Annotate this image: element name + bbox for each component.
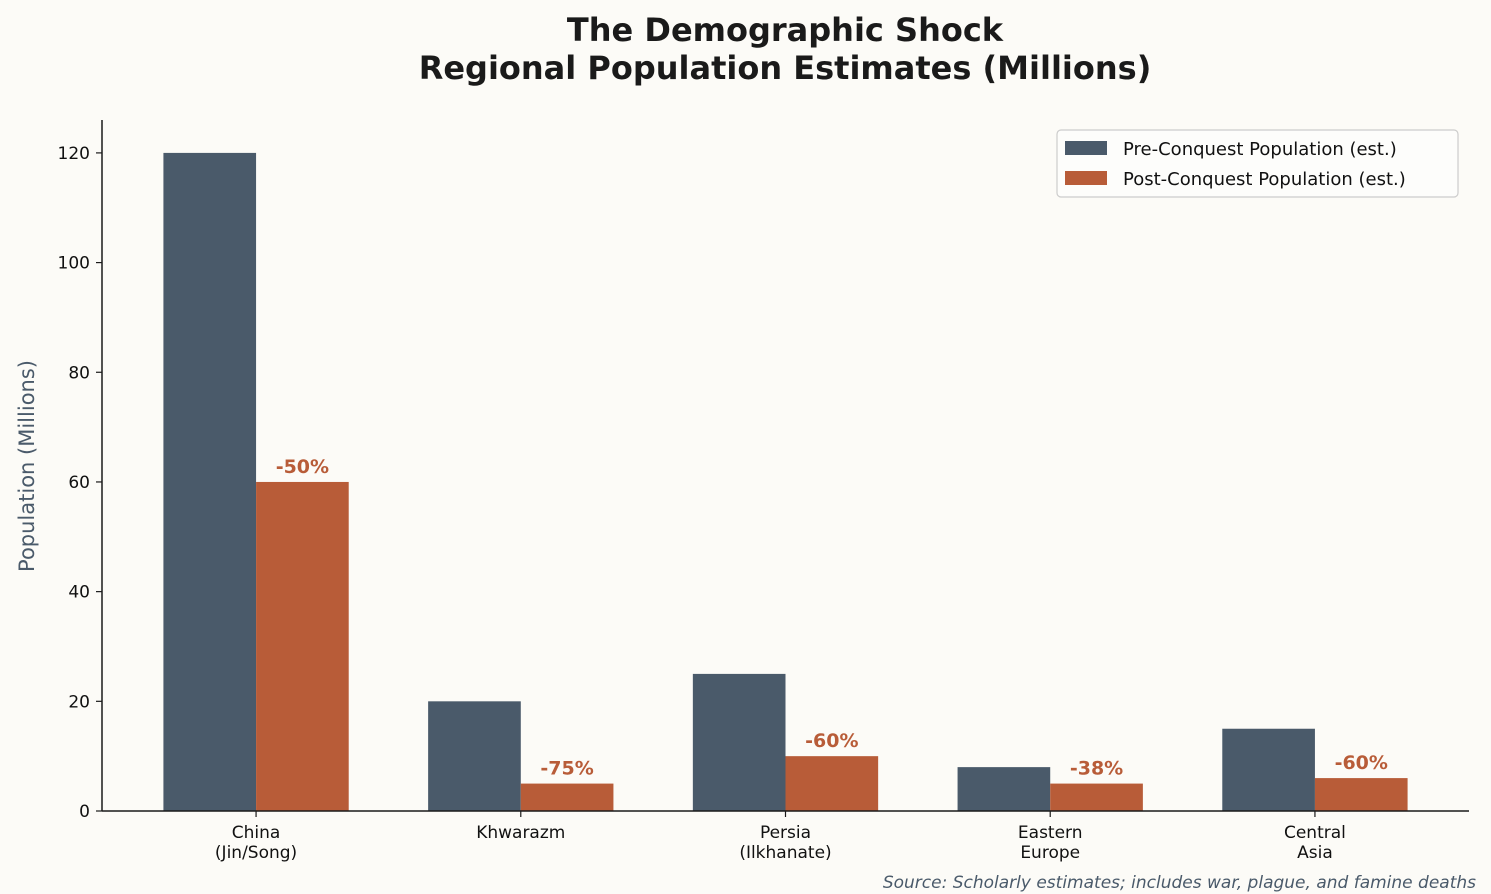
bar-pre <box>957 767 1051 811</box>
x-tick-label: Persia (Ilkhanate) <box>739 823 831 863</box>
data-label: -75% <box>540 758 593 780</box>
data-label: -60% <box>805 730 858 752</box>
source-note: Source: Scholarly estimates; includes wa… <box>883 873 1476 893</box>
chart-title: The Demographic Shock <box>567 11 1004 49</box>
data-label: -60% <box>1335 752 1388 774</box>
legend-swatch <box>1065 171 1107 185</box>
legend-box <box>1056 129 1459 198</box>
bar-pre <box>428 701 521 811</box>
y-tick-label: 40 <box>68 583 90 603</box>
chart-subtitle: Regional Population Estimates (Millions) <box>419 49 1152 87</box>
bar-pre <box>1222 728 1315 811</box>
y-tick-label: 0 <box>79 802 90 822</box>
bar-pre <box>692 673 786 811</box>
legend-label: Post-Conquest Population (est.) <box>1123 169 1406 190</box>
legend-swatch <box>1065 141 1107 155</box>
legend: Pre-Conquest Population (est.) Post-Conqu… <box>1056 129 1459 198</box>
bar-post <box>785 756 879 811</box>
data-label: -50% <box>276 456 329 478</box>
legend-label: Pre-Conquest Population (est.) <box>1123 139 1397 160</box>
y-tick-label: 60 <box>68 473 90 493</box>
bar-post <box>520 783 614 811</box>
bar-pre <box>163 152 257 811</box>
y-tick-label: 120 <box>58 144 90 164</box>
y-axis-label: Population (Millions) <box>15 360 39 572</box>
x-tick-label: China (Jin/Song) <box>215 823 297 863</box>
bar-post <box>256 481 349 811</box>
bar-post <box>1050 783 1143 811</box>
bar-post <box>1314 778 1408 811</box>
y-tick-label: 100 <box>58 254 90 274</box>
x-tick-label: Central Asia <box>1284 823 1346 863</box>
y-tick-label: 80 <box>68 363 90 383</box>
x-tick-label: Eastern Europe <box>1018 823 1083 863</box>
data-label: -38% <box>1070 758 1123 780</box>
x-tick-label: Khwarazm <box>476 823 565 843</box>
y-tick-label: 20 <box>68 692 90 712</box>
